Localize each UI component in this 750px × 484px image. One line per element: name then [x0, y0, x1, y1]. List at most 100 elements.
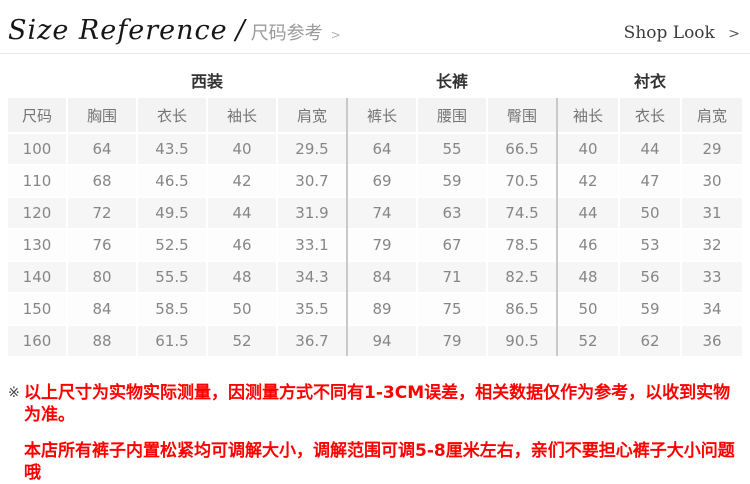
chevron-right-icon: >	[728, 26, 740, 42]
group-header-pants: 长裤	[435, 72, 468, 91]
table-row-120: 120 72 49.5 44 31.9 74 63 74.5 44 50 31	[8, 198, 742, 228]
size-table: 尺码 胸围 衣长 袖长 肩宽 裤长 腰围 臀围 袖长 衣长 肩宽 100 64 43.5 40 29.5 64…	[8, 98, 742, 356]
table-row-160: 160 88 61.5 52 36.7 94 79 90.5 52 62 36	[8, 326, 742, 356]
table-cell: 140	[8, 262, 66, 292]
table-cell: 53	[620, 230, 680, 260]
table-cell: 74	[348, 198, 416, 228]
column-header-2: 衣长	[138, 98, 206, 132]
table-cell: 150	[8, 294, 66, 324]
table-row-140: 140 80 55.5 48 34.3 84 71 82.5 48 56 33	[8, 262, 742, 292]
table-cell: 71	[418, 262, 486, 292]
table-cell: 67	[418, 230, 486, 260]
group-separator-line	[556, 98, 558, 356]
column-header-3: 袖长	[208, 98, 276, 132]
column-header-10: 肩宽	[682, 98, 742, 132]
table-cell: 40	[558, 134, 618, 164]
table-cell: 33	[682, 262, 742, 292]
table-cell: 94	[348, 326, 416, 356]
table-cell: 48	[208, 262, 276, 292]
title-slash: /	[235, 15, 245, 46]
table-cell: 43.5	[138, 134, 206, 164]
table-cell: 42	[208, 166, 276, 196]
column-header-9: 衣长	[620, 98, 680, 132]
table-cell: 32	[682, 230, 742, 260]
table-cell: 82.5	[488, 262, 556, 292]
table-cell: 62	[620, 326, 680, 356]
column-header-7: 臀围	[488, 98, 556, 132]
table-cell: 66.5	[488, 134, 556, 164]
table-cell: 50	[620, 198, 680, 228]
table-cell: 79	[348, 230, 416, 260]
table-cell: 76	[68, 230, 136, 260]
column-header-8: 袖长	[558, 98, 618, 132]
table-cell: 52.5	[138, 230, 206, 260]
table-cell: 79	[418, 326, 486, 356]
reference-mark-icon: ※	[8, 385, 20, 401]
table-row-100: 100 64 43.5 40 29.5 64 55 66.5 40 44 29	[8, 134, 742, 164]
page-title: Size Reference / 尺码参考 >	[8, 15, 341, 46]
table-cell: 55	[418, 134, 486, 164]
table-cell: 29.5	[278, 134, 346, 164]
column-header-1: 胸围	[68, 98, 136, 132]
table-cell: 59	[620, 294, 680, 324]
disclaimer-notes: ※ 以上尺寸为实物实际测量，因测量方式不同有1-3CM误差，相关数据仅作为参考，…	[8, 382, 740, 484]
column-header-4: 肩宽	[278, 98, 346, 132]
note-elastic-waist: 本店所有裤子内置松紧均可调解大小，调解范围可调5-8厘米左右，亲们不要担心裤子大…	[24, 441, 735, 484]
table-group-header-row: 西装 长裤 衬衣	[8, 68, 742, 92]
table-cell: 58.5	[138, 294, 206, 324]
table-cell: 30.7	[278, 166, 346, 196]
table-cell: 52	[208, 326, 276, 356]
column-header-6: 腰围	[418, 98, 486, 132]
table-cell: 36.7	[278, 326, 346, 356]
table-cell: 34	[682, 294, 742, 324]
title-english: Size Reference	[8, 15, 228, 46]
table-cell: 89	[348, 294, 416, 324]
table-cell: 56	[620, 262, 680, 292]
table-cell: 46	[558, 230, 618, 260]
table-cell: 49.5	[138, 198, 206, 228]
table-cell: 84	[348, 262, 416, 292]
table-cell: 64	[348, 134, 416, 164]
table-cell: 120	[8, 198, 66, 228]
table-cell: 36	[682, 326, 742, 356]
table-cell: 31	[682, 198, 742, 228]
table-row-150: 150 84 58.5 50 35.5 89 75 86.5 50 59 34	[8, 294, 742, 324]
table-cell: 61.5	[138, 326, 206, 356]
table-cell: 63	[418, 198, 486, 228]
table-cell: 68	[68, 166, 136, 196]
table-cell: 47	[620, 166, 680, 196]
table-cell: 59	[418, 166, 486, 196]
table-cell: 160	[8, 326, 66, 356]
table-cell: 80	[68, 262, 136, 292]
table-cell: 46	[208, 230, 276, 260]
table-cell: 74.5	[488, 198, 556, 228]
table-cell: 86.5	[488, 294, 556, 324]
table-cell: 75	[418, 294, 486, 324]
group-separator-line	[346, 98, 348, 356]
note-measurement: 以上尺寸为实物实际测量，因测量方式不同有1-3CM误差，相关数据仅作为参考，以收…	[24, 383, 731, 426]
table-cell: 44	[208, 198, 276, 228]
table-cell: 29	[682, 134, 742, 164]
table-cell: 130	[8, 230, 66, 260]
table-cell: 44	[558, 198, 618, 228]
table-cell: 50	[208, 294, 276, 324]
table-cell: 40	[208, 134, 276, 164]
table-cell: 100	[8, 134, 66, 164]
size-table-body: 尺码 胸围 衣长 袖长 肩宽 裤长 腰围 臀围 袖长 衣长 肩宽 100 64 43.5 40 29.5 64…	[8, 98, 742, 356]
table-row-130: 130 76 52.5 46 33.1 79 67 78.5 46 53 32	[8, 230, 742, 260]
table-cell: 70.5	[488, 166, 556, 196]
table-cell: 110	[8, 166, 66, 196]
column-header-0: 尺码	[8, 98, 66, 132]
group-header-shirt: 衬衣	[633, 72, 666, 91]
table-cell: 31.9	[278, 198, 346, 228]
section-header: Size Reference / 尺码参考 > Shop Look >	[0, 0, 750, 54]
table-row-110: 110 68 46.5 42 30.7 69 59 70.5 42 47 30	[8, 166, 742, 196]
table-cell: 50	[558, 294, 618, 324]
column-header-5: 裤长	[348, 98, 416, 132]
table-cell: 35.5	[278, 294, 346, 324]
table-cell: 88	[68, 326, 136, 356]
column-header-row: 尺码 胸围 衣长 袖长 肩宽 裤长 腰围 臀围 袖长 衣长 肩宽	[8, 98, 742, 132]
group-header-suit: 西装	[190, 72, 223, 91]
shop-look-link[interactable]: Shop Look >	[624, 23, 740, 46]
table-cell: 48	[558, 262, 618, 292]
